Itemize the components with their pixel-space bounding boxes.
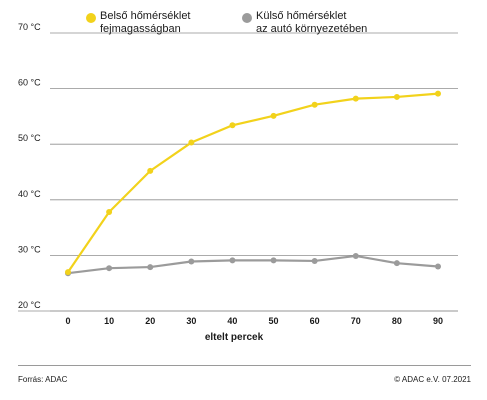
series-line-outer — [67, 254, 439, 275]
data-point-inner — [311, 101, 318, 108]
footer-source: Forrás: ADAC — [18, 375, 68, 384]
x-tick-label: 40 — [227, 316, 237, 326]
footer-copyright: © ADAC e.V. 07.2021 — [394, 375, 471, 384]
legend-inner-label-line1: Belső hőmérséklet — [100, 10, 191, 22]
data-point-inner — [352, 95, 359, 102]
y-tick-label: 70 °C — [18, 22, 41, 32]
data-point-outer — [311, 257, 318, 264]
x-tick-label: 0 — [65, 316, 70, 326]
x-tick-label: 20 — [145, 316, 155, 326]
y-tick-label: 30 °C — [18, 244, 41, 254]
x-tick-label: 30 — [186, 316, 196, 326]
x-tick-label: 90 — [433, 316, 443, 326]
data-point-inner — [435, 90, 441, 97]
y-tick-label: 40 °C — [18, 189, 41, 199]
data-point-outer — [147, 264, 154, 271]
y-tick-label: 20 °C — [18, 300, 41, 310]
data-point-outer — [435, 263, 441, 270]
data-point-outer — [393, 260, 400, 267]
x-tick-label: 10 — [104, 316, 114, 326]
x-tick-label: 60 — [310, 316, 320, 326]
data-point-outer — [352, 252, 359, 259]
data-point-inner — [393, 93, 400, 100]
data-point-inner — [229, 122, 236, 129]
legend-inner-marker — [86, 13, 96, 23]
x-axis-label: eltelt percek — [205, 332, 264, 343]
data-point-inner — [147, 167, 154, 174]
y-tick-label: 60 °C — [18, 78, 41, 88]
legend-outer-label-line2: az autó környezetében — [256, 23, 368, 35]
legend-outer-label-line1: Külső hőmérséklet — [256, 10, 347, 22]
data-point-inner — [270, 112, 277, 119]
x-tick-label: 80 — [392, 316, 402, 326]
series-line-inner — [67, 92, 439, 273]
legend-outer-marker — [242, 13, 252, 23]
data-point-outer — [229, 257, 236, 264]
data-point-inner — [188, 139, 195, 146]
data-point-inner — [106, 209, 113, 216]
x-tick-label: 70 — [351, 316, 361, 326]
legend-inner-label-line2: fejmagasságban — [100, 23, 181, 35]
data-point-outer — [270, 257, 277, 264]
data-point-inner — [65, 269, 71, 276]
y-tick-label: 50 °C — [18, 133, 41, 143]
footer-divider — [18, 365, 471, 366]
data-point-outer — [188, 258, 195, 265]
data-point-outer — [106, 265, 113, 272]
x-tick-label: 50 — [269, 316, 279, 326]
